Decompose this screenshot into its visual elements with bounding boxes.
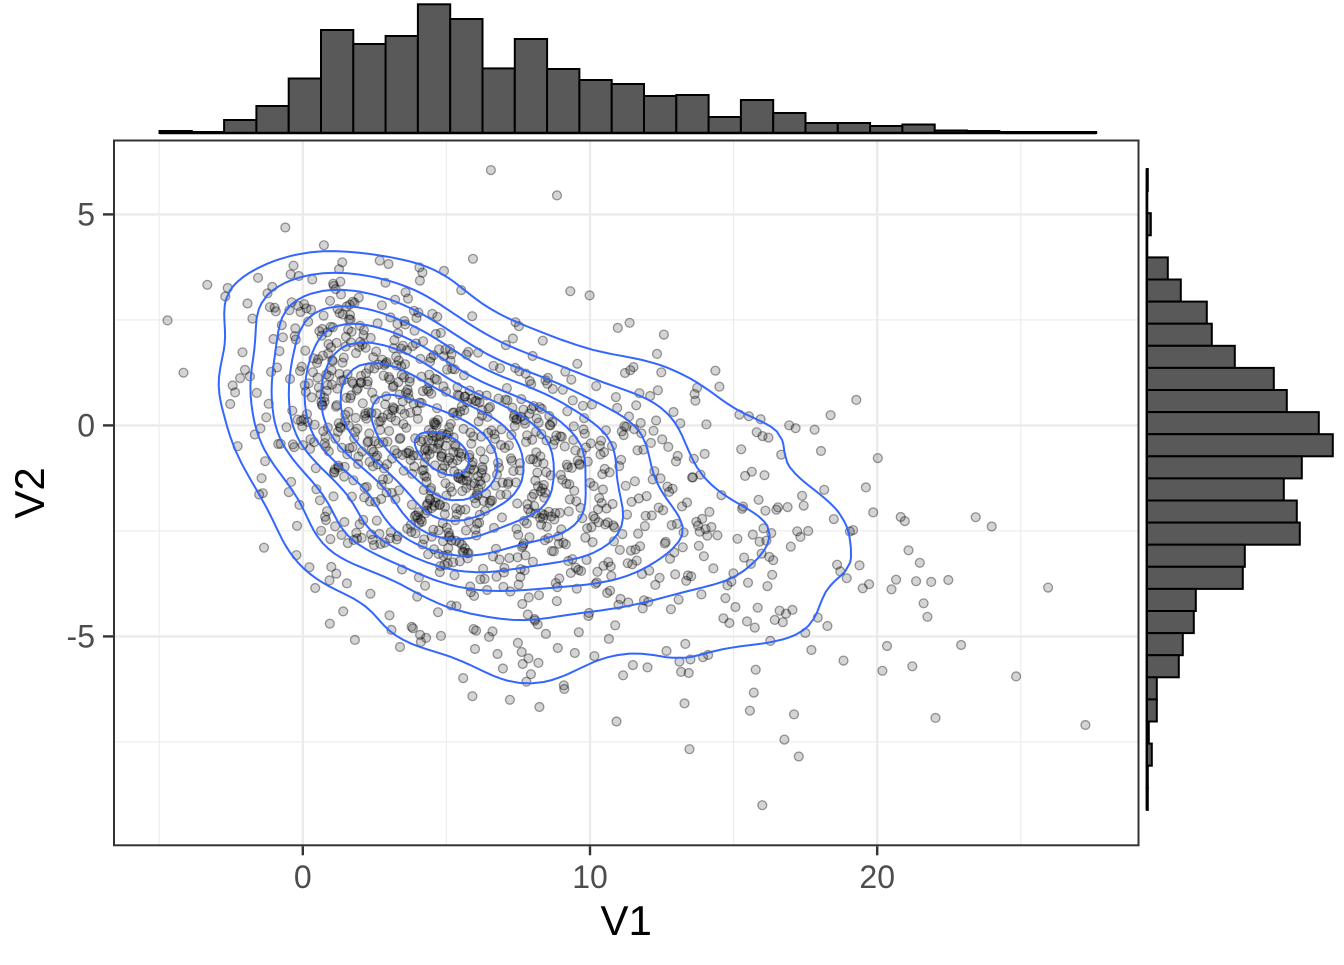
svg-text:0: 0 xyxy=(77,407,95,443)
svg-text:-5: -5 xyxy=(67,618,95,654)
svg-text:V2: V2 xyxy=(6,467,53,518)
svg-text:0: 0 xyxy=(294,859,312,895)
svg-text:20: 20 xyxy=(859,859,895,895)
svg-text:V1: V1 xyxy=(601,897,652,944)
svg-text:5: 5 xyxy=(77,196,95,232)
svg-text:10: 10 xyxy=(572,859,608,895)
